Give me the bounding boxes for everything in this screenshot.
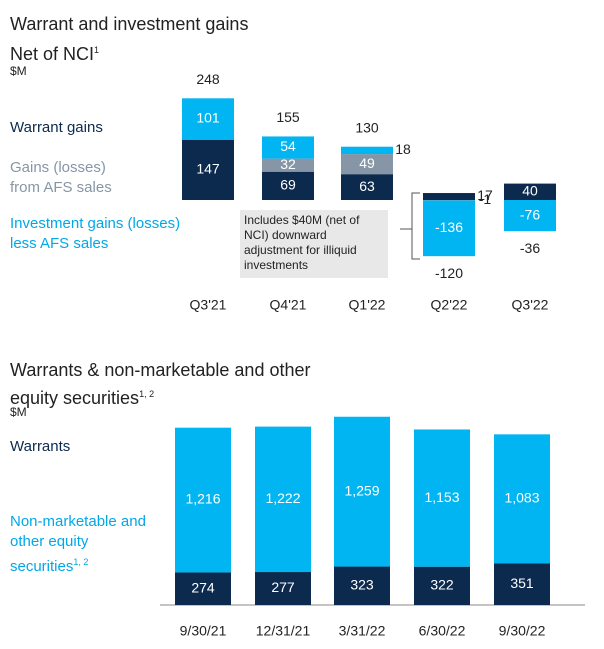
bar-segment [182, 98, 234, 140]
legend-entry: Investment gains (losses) less AFS sales [10, 214, 200, 254]
legend-entry: Gains (losses) from AFS sales [10, 158, 140, 198]
value-label: 1,153 [424, 489, 459, 505]
bar-segment [341, 174, 393, 200]
value-label: 49 [359, 155, 375, 171]
chart-title: Warrant and investment gains [10, 14, 249, 34]
value-label: 1,216 [185, 491, 220, 507]
footnote: 1 [94, 45, 100, 55]
bracket [400, 192, 420, 260]
total-label: 248 [196, 71, 220, 87]
value-label: 1,083 [504, 489, 539, 505]
legend-label: Warrant gains [10, 119, 103, 136]
value-label: 274 [191, 579, 215, 595]
x-tick-label: Q4'21 [270, 297, 307, 313]
x-tick-label: 12/31/21 [256, 623, 311, 639]
title-text: Warrants & non-marketable and other equi… [10, 360, 311, 408]
legend-label: Gains (losses) from AFS sales [10, 159, 112, 196]
bar-segment [255, 572, 311, 605]
bar-segment [423, 193, 475, 200]
legend-entry: Warrant gains [10, 118, 160, 138]
bar-segment [175, 427, 231, 573]
value-label: 277 [271, 579, 295, 595]
legend-entry: Warrants [10, 437, 160, 457]
value-label: 101 [196, 110, 220, 126]
total-label: 130 [355, 119, 379, 135]
value-label: 32 [280, 156, 296, 172]
bar-segment [341, 154, 393, 175]
bar-segment [334, 416, 390, 567]
unit: $M [10, 64, 27, 78]
annotation: Includes $40M (net of NCI) downward adju… [240, 210, 388, 278]
bar-segment [504, 200, 556, 232]
bar-segment [414, 429, 470, 567]
footnote: 1, 2 [139, 389, 155, 399]
total-label: -36 [520, 240, 540, 256]
value-label: 322 [430, 577, 454, 593]
bar-segment [262, 158, 314, 172]
subtitle-text: Net of NCI [10, 44, 95, 64]
bar-segment [414, 566, 470, 605]
bar-segment [182, 139, 234, 200]
chart-subtitle: Net of NCI1 [10, 38, 99, 66]
bar-segment [423, 200, 475, 257]
value-label: 351 [510, 575, 534, 591]
bar-segment [494, 563, 550, 605]
total-label: -120 [435, 265, 463, 281]
value-label: 1,259 [344, 482, 379, 498]
x-tick-label: 3/31/22 [339, 623, 386, 639]
bar-segment [262, 136, 314, 159]
legend-label: Non-marketable and other equity securiti… [10, 513, 146, 575]
bar-segment [334, 566, 390, 605]
value-label: -1 [479, 191, 492, 207]
x-tick-label: 6/30/22 [419, 623, 466, 639]
footnote: 1, 2 [73, 557, 89, 567]
value-label: -136 [435, 219, 463, 235]
legend-entry: Non-marketable and other equity securiti… [10, 512, 150, 577]
value-label: 40 [522, 183, 538, 199]
x-tick-label: 9/30/22 [499, 623, 546, 639]
bar-segment [255, 426, 311, 573]
x-tick-label: Q2'22 [431, 297, 468, 313]
value-label: 18 [395, 141, 411, 157]
x-tick-label: 9/30/21 [180, 623, 227, 639]
value-label: 323 [350, 576, 374, 592]
legend-label: Warrants [10, 438, 71, 455]
value-label: 54 [280, 138, 296, 154]
value-label: -76 [520, 206, 540, 222]
value-label: 63 [359, 178, 375, 194]
bar-segment [262, 171, 314, 200]
x-tick-label: Q1'22 [349, 297, 386, 313]
chart-title: Warrants & non-marketable and other equi… [10, 358, 350, 410]
bar-segment [175, 572, 231, 605]
bar-segment [494, 434, 550, 564]
unit: $M [10, 405, 27, 419]
value-label: 1,222 [265, 490, 300, 506]
bar-segment [504, 183, 556, 200]
x-tick-label: Q3'22 [512, 297, 549, 313]
total-label: 155 [276, 109, 300, 125]
value-label: 17 [477, 187, 493, 203]
value-label: 147 [196, 161, 220, 177]
legend-label: Investment gains (losses) less AFS sales [10, 215, 181, 252]
value-label: 69 [280, 177, 296, 193]
bar-segment [341, 146, 393, 155]
x-tick-label: Q3'21 [190, 297, 227, 313]
